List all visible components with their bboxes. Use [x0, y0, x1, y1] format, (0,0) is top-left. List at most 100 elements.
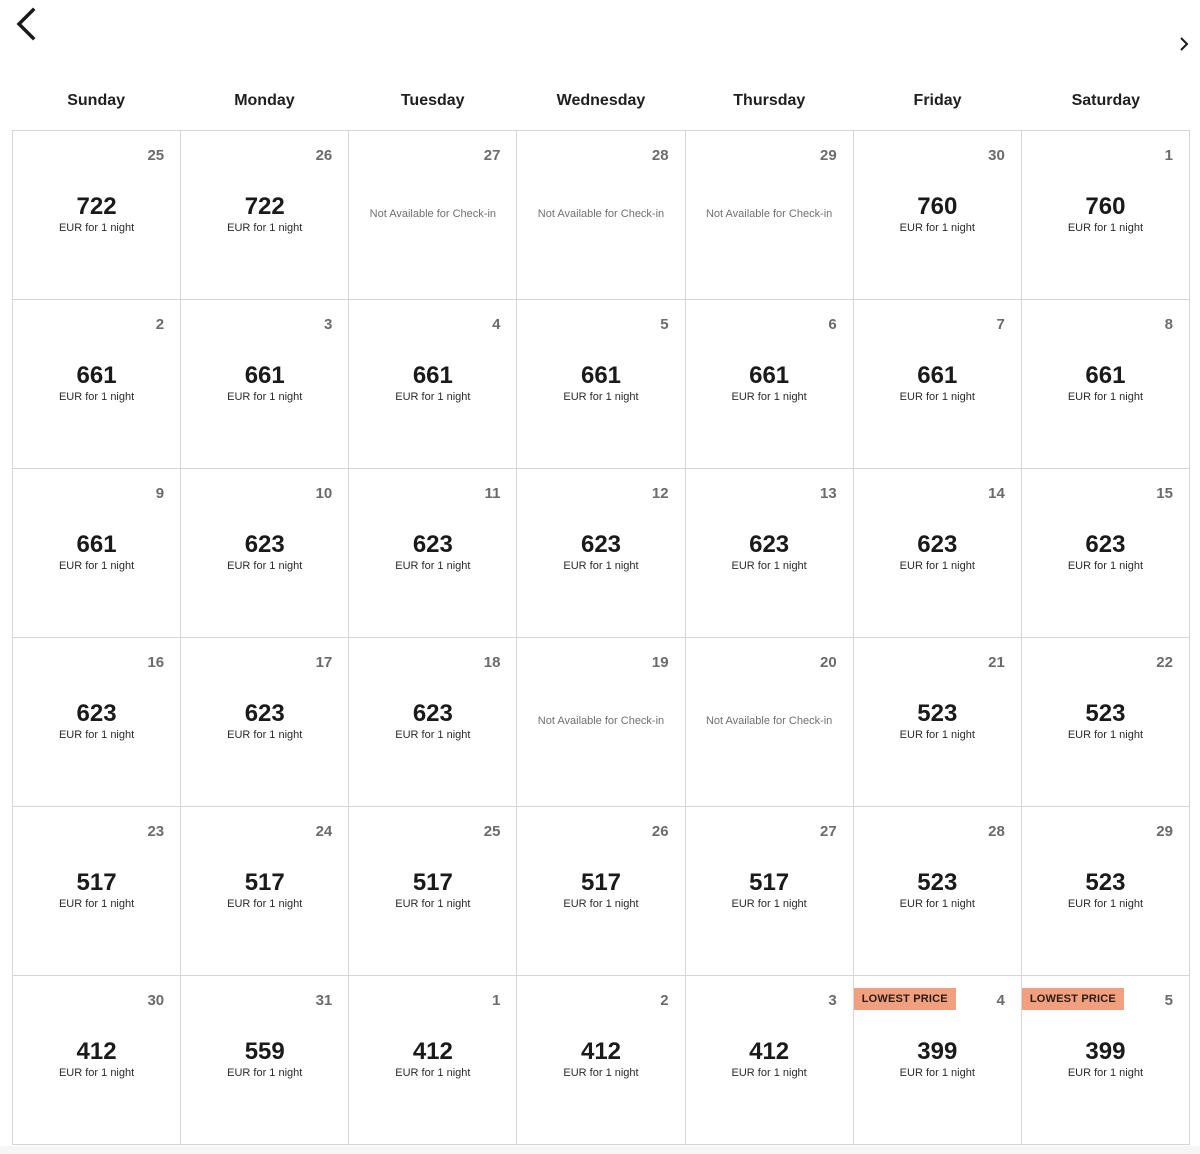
price-block: 523 EUR for 1 night: [1022, 869, 1189, 910]
calendar-day-cell[interactable]: 3 661 EUR for 1 night: [181, 300, 350, 469]
calendar-day-cell[interactable]: 4 661 EUR for 1 night: [349, 300, 518, 469]
price-block: 623 EUR for 1 night: [181, 700, 348, 741]
weekday-label: Friday: [913, 92, 962, 109]
night-price: 623: [412, 700, 453, 727]
calendar-day-cell[interactable]: 29 523 EUR for 1 night: [1021, 807, 1190, 976]
price-currency-label: EUR for 1 night: [563, 898, 639, 910]
price-block: 661 EUR for 1 night: [181, 362, 348, 403]
price-currency-label: EUR for 1 night: [899, 222, 975, 234]
calendar-day-cell[interactable]: 31 559 EUR for 1 night: [181, 976, 350, 1145]
price-currency-label: EUR for 1 night: [563, 560, 639, 572]
price-block: 623 EUR for 1 night: [349, 700, 516, 741]
price-currency-label: EUR for 1 night: [1067, 729, 1144, 741]
price-currency-label: EUR for 1 night: [395, 1067, 471, 1079]
calendar-day-cell[interactable]: 22 523 EUR for 1 night: [1021, 638, 1190, 807]
day-number: 31: [315, 992, 333, 1009]
calendar-day-cell[interactable]: 27 Not Available for Check-in: [349, 131, 518, 300]
price-block: 517 EUR for 1 night: [13, 869, 180, 910]
price-currency-label: EUR for 1 night: [58, 1067, 135, 1079]
day-number: 25: [147, 147, 165, 164]
calendar-day-cell[interactable]: 20 Not Available for Check-in: [685, 638, 854, 807]
price-block: 412 EUR for 1 night: [686, 1038, 853, 1079]
calendar-day-cell[interactable]: 27 517 EUR for 1 night: [685, 807, 854, 976]
calendar-day-cell[interactable]: 13 623 EUR for 1 night: [685, 469, 854, 638]
calendar-day-cell[interactable]: 25 517 EUR for 1 night: [349, 807, 518, 976]
day-number: 10: [315, 485, 333, 502]
price-block: 412 EUR for 1 night: [517, 1038, 684, 1079]
price-block: 623 EUR for 1 night: [517, 531, 684, 572]
calendar-day-cell[interactable]: 16 623 EUR for 1 night: [13, 638, 182, 807]
calendar-day-cell[interactable]: 18 623 EUR for 1 night: [349, 638, 518, 807]
calendar-day-cell[interactable]: 2 661 EUR for 1 night: [13, 300, 182, 469]
night-price: 517: [580, 869, 622, 896]
calendar-day-cell[interactable]: LOWEST PRICE 5 399 EUR for 1 night: [1021, 976, 1190, 1145]
calendar-day-cell[interactable]: 8 661 EUR for 1 night: [1021, 300, 1190, 469]
day-number: 18: [483, 654, 501, 671]
calendar-day-cell[interactable]: 7 661 EUR for 1 night: [853, 300, 1022, 469]
night-price: 760: [1085, 193, 1126, 220]
day-number: 5: [660, 316, 669, 333]
price-block: 623 EUR for 1 night: [854, 531, 1021, 572]
price-block: 623 EUR for 1 night: [1022, 531, 1189, 572]
calendar-day-cell[interactable]: 17 623 EUR for 1 night: [181, 638, 350, 807]
day-number: 3: [323, 316, 333, 333]
price-block: 722 EUR for 1 night: [13, 193, 180, 234]
calendar-day-cell[interactable]: 9 661 EUR for 1 night: [13, 469, 182, 638]
calendar-grid: 25 722 EUR for 1 night 26 722 EUR for 1 night…: [12, 130, 1190, 1145]
calendar-day-cell[interactable]: 19 Not Available for Check-in: [517, 638, 686, 807]
price-block: 559 EUR for 1 night: [181, 1038, 348, 1079]
day-number: 20: [820, 654, 837, 671]
calendar-day-cell[interactable]: LOWEST PRICE 4 399 EUR for 1 night: [853, 976, 1022, 1145]
calendar-day-cell[interactable]: 30 412 EUR for 1 night: [13, 976, 182, 1145]
calendar-day-cell[interactable]: 15 623 EUR for 1 night: [1021, 469, 1190, 638]
calendar-day-cell[interactable]: 14 623 EUR for 1 night: [853, 469, 1022, 638]
price-block: 412 EUR for 1 night: [13, 1038, 180, 1079]
calendar-day-cell[interactable]: 26 722 EUR for 1 night: [181, 131, 350, 300]
price-block: 661 EUR for 1 night: [854, 362, 1021, 403]
day-number: 28: [651, 147, 669, 164]
day-number: 29: [1156, 823, 1173, 840]
calendar-day-cell[interactable]: 24 517 EUR for 1 night: [181, 807, 350, 976]
day-number: 24: [315, 823, 333, 840]
calendar-day-cell[interactable]: 3 412 EUR for 1 night: [685, 976, 854, 1145]
day-number: 27: [483, 147, 501, 164]
price-block: 517 EUR for 1 night: [349, 869, 516, 910]
day-number: 12: [651, 485, 669, 502]
calendar-day-cell[interactable]: 30 760 EUR for 1 night: [853, 131, 1022, 300]
calendar-day-cell[interactable]: 2 412 EUR for 1 night: [517, 976, 686, 1145]
day-number: 29: [820, 147, 837, 164]
price-currency-label: EUR for 1 night: [227, 1067, 303, 1079]
calendar-day-cell[interactable]: 28 523 EUR for 1 night: [853, 807, 1022, 976]
calendar-day-cell[interactable]: 26 517 EUR for 1 night: [517, 807, 686, 976]
day-number: 11: [484, 485, 501, 502]
price-block: 517 EUR for 1 night: [686, 869, 853, 910]
night-price: 722: [244, 193, 285, 220]
night-price: 623: [580, 531, 622, 558]
night-price: 517: [244, 869, 285, 896]
calendar-day-cell[interactable]: 29 Not Available for Check-in: [685, 131, 854, 300]
calendar-day-cell[interactable]: 10 623 EUR for 1 night: [181, 469, 350, 638]
next-month-button[interactable]: [1170, 32, 1198, 60]
weekday-label: Thursday: [733, 92, 806, 109]
day-number: 1: [1164, 147, 1173, 164]
night-price: 623: [76, 700, 117, 727]
night-price: 399: [1085, 1038, 1126, 1065]
night-price: 623: [244, 531, 285, 558]
calendar-day-cell[interactable]: 25 722 EUR for 1 night: [13, 131, 182, 300]
calendar-day-cell[interactable]: 23 517 EUR for 1 night: [13, 807, 182, 976]
calendar-day-cell[interactable]: 11 623 EUR for 1 night: [349, 469, 518, 638]
calendar-day-cell[interactable]: 5 661 EUR for 1 night: [517, 300, 686, 469]
price-currency-label: EUR for 1 night: [1067, 560, 1144, 572]
calendar-day-cell[interactable]: 1 760 EUR for 1 night: [1021, 131, 1190, 300]
calendar-day-cell[interactable]: 28 Not Available for Check-in: [517, 131, 686, 300]
price-block: 523 EUR for 1 night: [854, 869, 1021, 910]
weekday-label: Monday: [234, 92, 295, 109]
calendar-day-cell[interactable]: 21 523 EUR for 1 night: [853, 638, 1022, 807]
price-block: 517 EUR for 1 night: [181, 869, 348, 910]
day-number: 26: [651, 823, 669, 840]
calendar-day-cell[interactable]: 6 661 EUR for 1 night: [685, 300, 854, 469]
price-currency-label: EUR for 1 night: [899, 1067, 975, 1079]
calendar-day-cell[interactable]: 12 623 EUR for 1 night: [517, 469, 686, 638]
previous-month-button[interactable]: [8, 6, 44, 46]
calendar-day-cell[interactable]: 1 412 EUR for 1 night: [349, 976, 518, 1145]
